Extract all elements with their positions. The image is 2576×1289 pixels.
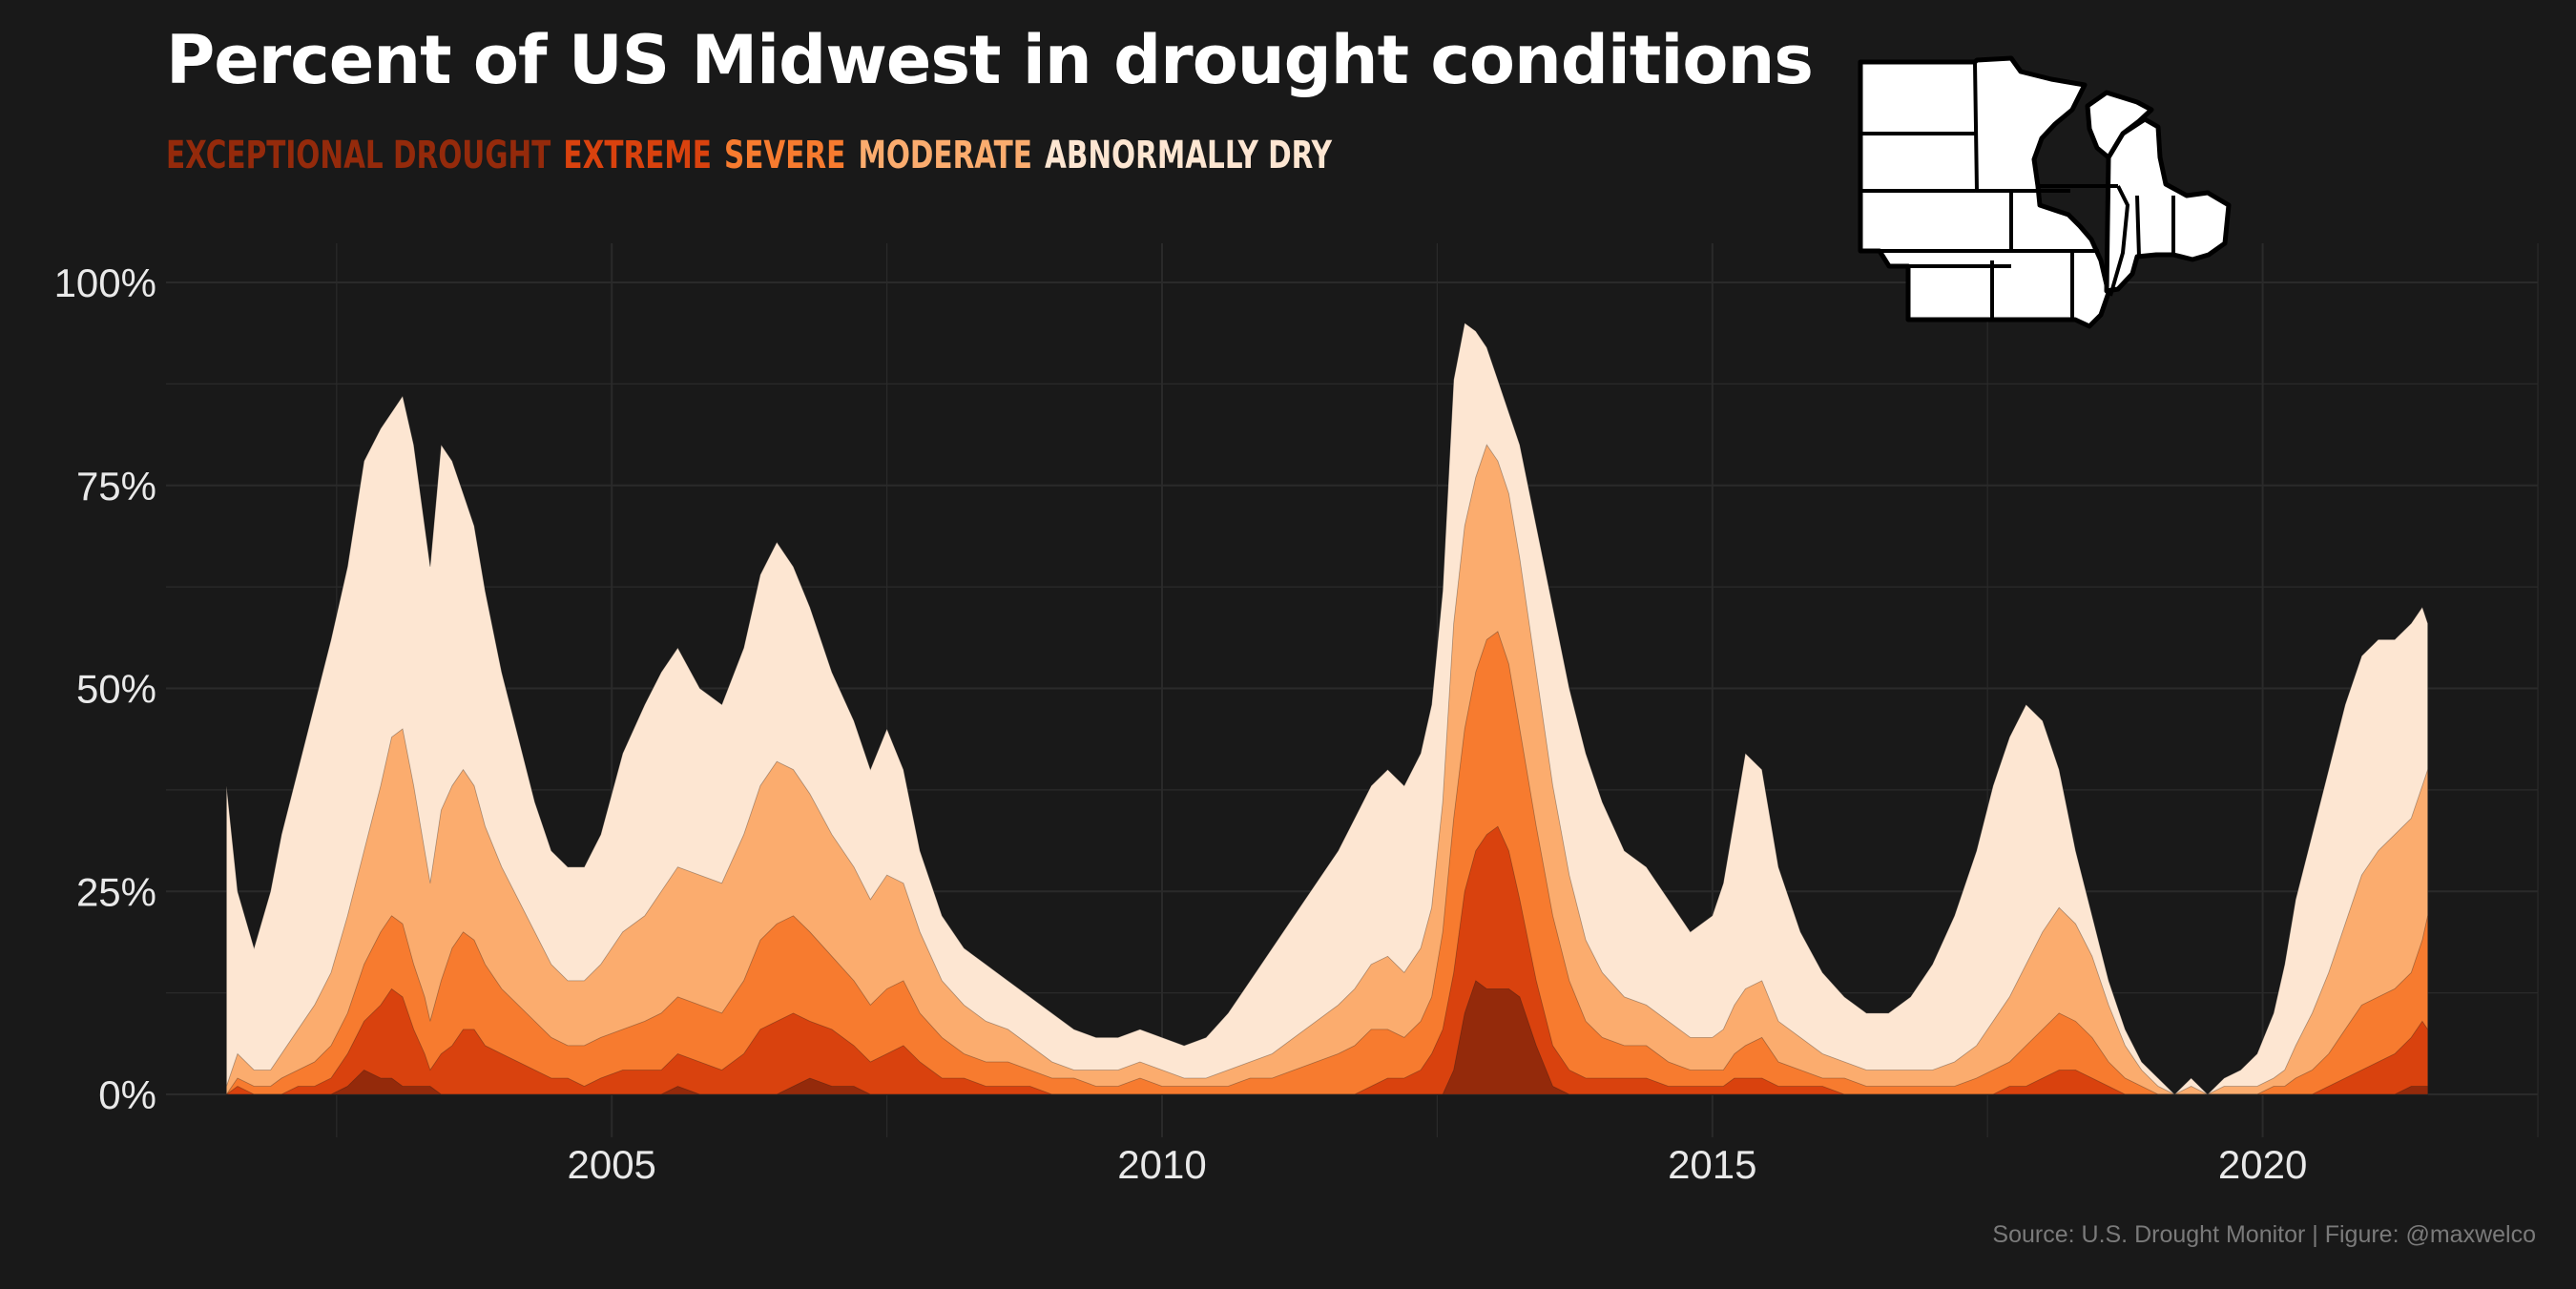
area-exceptional-drought [226,980,2428,1095]
y-tick-label: 50% [76,667,156,712]
legend-item-moderate: MODERATE [858,134,1032,177]
chart-title: Percent of US Midwest in drought conditi… [166,21,1814,99]
legend-item-extreme: EXTREME [563,134,712,177]
area-severe [225,631,2428,1095]
y-tick-label: 100% [54,260,156,305]
x-tick-label: 2020 [2218,1142,2307,1187]
legend-item-abnormally-dry: ABNORMALLY DRY [1045,134,1332,177]
x-tick-label: 2005 [567,1142,655,1187]
stacked-areas [225,322,2428,1095]
source-caption: Source: U.S. Drought Monitor | Figure: @… [1992,1221,2536,1248]
legend: EXCEPTIONAL DROUGHT EXTREME SEVERE MODERATE… [166,134,1344,177]
x-tick-label: 2015 [1668,1142,1756,1187]
us-midwest-map-icon [1858,55,2232,329]
x-axis-labels: 2005 2010 2015 2020 [567,1142,2307,1187]
y-tick-label: 25% [76,869,156,914]
x-tick-label: 2010 [1117,1142,1206,1187]
y-tick-label: 0% [98,1072,156,1117]
y-tick-label: 75% [76,464,156,509]
legend-item-severe: SEVERE [724,134,846,177]
legend-item-exceptional: EXCEPTIONAL DROUGHT [166,134,551,177]
y-axis-labels: 0% 25% 50% 75% 100% [54,260,156,1117]
